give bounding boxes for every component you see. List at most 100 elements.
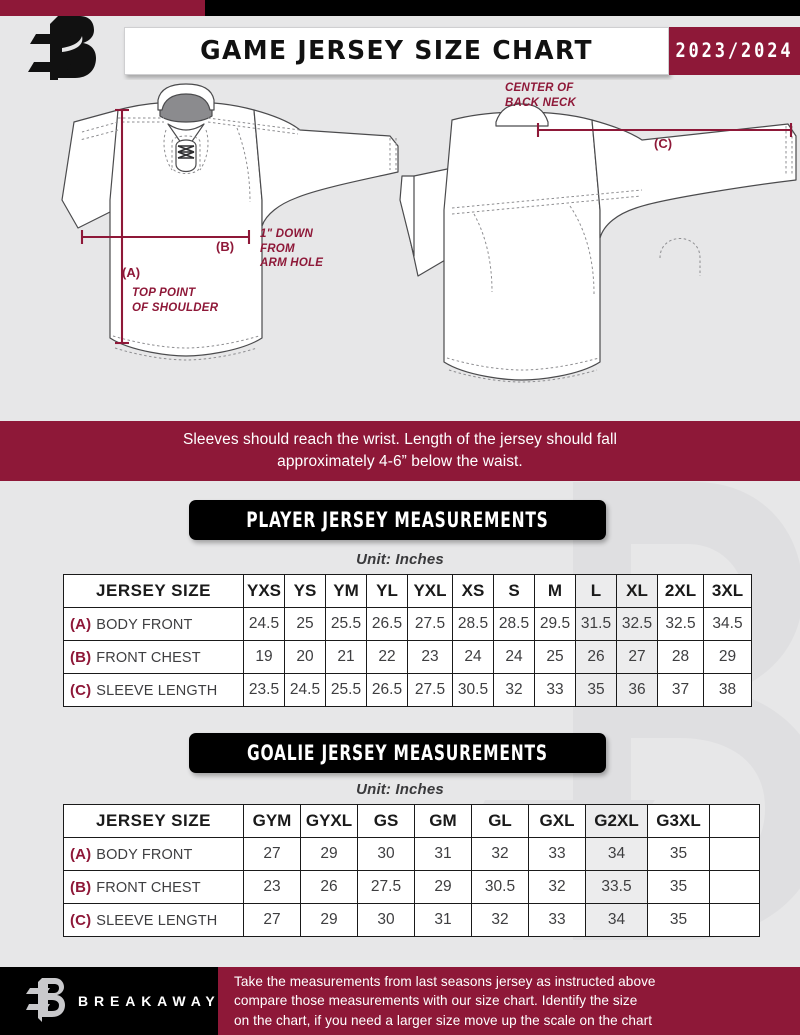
player-section-heading: PLAYER JERSEY MEASUREMENTS xyxy=(189,500,606,540)
table-row: (B) FRONT CHEST 19 20 21 22 23 24 24 25 26 27 28 29 xyxy=(63,640,752,674)
row-tag: (C) xyxy=(70,911,92,929)
note-top-point-of-shoulder: TOP POINT OF SHOULDER xyxy=(132,287,219,314)
goalie-section-heading-label: GOALIE JERSEY MEASUREMENTS xyxy=(247,741,548,765)
measurement-cell: 33 xyxy=(528,903,586,937)
measurement-cell: 28.5 xyxy=(493,607,535,641)
footer-line-1: Take the measurements from last seasons … xyxy=(234,974,656,990)
measurement-cell: 27.5 xyxy=(407,607,453,641)
measurement-cell: 23 xyxy=(243,870,301,904)
measurement-cell: 27.5 xyxy=(357,870,415,904)
measurement-cell: 26.5 xyxy=(366,673,408,707)
measurement-cell: 29 xyxy=(300,837,358,871)
measurement-cell: 33 xyxy=(528,837,586,871)
table-header-row: JERSEY SIZE YXS YS YM YL YXL XS S M L XL 2XL 3XL xyxy=(63,574,752,608)
row-header-sleeve-length: (C) SLEEVE LENGTH xyxy=(63,673,244,707)
page-header: GAME JERSEY SIZE CHART 2023/2024 xyxy=(0,16,800,90)
page-title: GAME JERSEY SIZE CHART xyxy=(200,36,593,66)
measurement-cell: 35 xyxy=(647,870,710,904)
column-header-jersey-size: JERSEY SIZE xyxy=(63,804,244,838)
footer-line-2: compare those measurements with our size… xyxy=(234,993,638,1009)
measurement-cell: 27 xyxy=(243,903,301,937)
instruction-line-1: Sleeves should reach the wrist. Length o… xyxy=(182,430,618,448)
measurement-cell: 37 xyxy=(657,673,704,707)
measurement-cell: 30 xyxy=(357,837,415,871)
measurement-cell: 34 xyxy=(585,903,648,937)
column-header-gs: GS xyxy=(357,804,415,838)
goalie-measurements-table-wrap: JERSEY SIZE GYM GYXL GS GM GL GXL G2XL G3XL (A) BO… xyxy=(63,804,760,937)
measurement-cell: 22 xyxy=(366,640,408,674)
measurement-cell: 26 xyxy=(575,640,617,674)
measurement-cell: 32 xyxy=(471,903,529,937)
measurement-cell: 31.5 xyxy=(575,607,617,641)
measurement-cell: 26 xyxy=(300,870,358,904)
measurement-cell: 34.5 xyxy=(703,607,752,641)
season-label: 2023/2024 xyxy=(675,39,794,63)
row-tag: (B) xyxy=(70,878,92,896)
breakaway-b-logo-icon xyxy=(28,12,100,90)
column-header-3xl: 3XL xyxy=(703,574,752,608)
measurement-cell: 31 xyxy=(414,837,472,871)
row-header-front-chest: (B) FRONT CHEST xyxy=(63,640,244,674)
footer-brand-block: BREAKAWAY xyxy=(0,967,218,1035)
measurement-cell: 27 xyxy=(616,640,658,674)
measurement-cell: 29 xyxy=(300,903,358,937)
measurement-cell: 19 xyxy=(243,640,285,674)
top-accent-bar-black xyxy=(0,0,800,16)
measurement-cell: 29.5 xyxy=(534,607,576,641)
column-header-xs: XS xyxy=(452,574,494,608)
player-measurements-table: JERSEY SIZE YXS YS YM YL YXL XS S M L XL 2XL 3XL (A) B… xyxy=(63,574,752,707)
table-row: (B) FRONT CHEST 23 26 27.5 29 30.5 32 33.5 35 xyxy=(63,870,760,904)
column-header-gxl: GXL xyxy=(528,804,586,838)
measurement-cell: 29 xyxy=(414,870,472,904)
table-row: (C) SLEEVE LENGTH 27 29 30 31 32 33 34 35 xyxy=(63,903,760,937)
column-header-yl: YL xyxy=(366,574,408,608)
measurement-cell: 35 xyxy=(647,837,710,871)
measurement-cell: 25.5 xyxy=(325,607,367,641)
instruction-banner: Sleeves should reach the wrist. Length o… xyxy=(0,421,800,481)
measurement-cell: 30.5 xyxy=(452,673,494,707)
measurement-cell: 23 xyxy=(407,640,453,674)
measurement-cell: 28.5 xyxy=(452,607,494,641)
measurement-cell: 24.5 xyxy=(284,673,326,707)
measurement-cell: 32.5 xyxy=(616,607,658,641)
column-header-gm: GM xyxy=(414,804,472,838)
measurement-cell: 30.5 xyxy=(471,870,529,904)
note-center-of-back-neck: CENTER OF BACK NECK xyxy=(505,82,577,109)
row-tag: (C) xyxy=(70,681,92,699)
column-header-g2xl: G2XL xyxy=(585,804,648,838)
measurement-cell: 32.5 xyxy=(657,607,704,641)
measurement-cell xyxy=(709,837,760,871)
measurement-cell: 28 xyxy=(657,640,704,674)
column-header-yxl: YXL xyxy=(407,574,453,608)
page-title-plate: GAME JERSEY SIZE CHART xyxy=(124,27,669,75)
row-tag: (A) xyxy=(70,845,92,863)
measurement-cell: 35 xyxy=(647,903,710,937)
measurement-cell: 25 xyxy=(284,607,326,641)
footer-brand-label: BREAKAWAY xyxy=(78,993,221,1009)
player-unit-label: Unit: Inches xyxy=(356,551,444,568)
row-header-body-front: (A) BODY FRONT xyxy=(63,607,244,641)
jersey-illustration-area: (A) (B) (C) TOP POINT OF SHOULDER 1" DOW… xyxy=(0,80,800,418)
measurement-cell: 33 xyxy=(534,673,576,707)
measurement-cell: 34 xyxy=(585,837,648,871)
measurement-cell: 29 xyxy=(703,640,752,674)
player-section-heading-label: PLAYER JERSEY MEASUREMENTS xyxy=(246,508,549,532)
column-header-2xl: 2XL xyxy=(657,574,704,608)
measurement-cell xyxy=(709,903,760,937)
breakaway-b-logo-icon xyxy=(26,976,66,1027)
jersey-technical-drawings xyxy=(61,83,797,383)
goalie-unit-label: Unit: Inches xyxy=(356,781,444,798)
measurement-cell: 33.5 xyxy=(585,870,648,904)
footer-line-3: on the chart, if you need a larger size … xyxy=(234,1012,653,1028)
measurement-cell: 31 xyxy=(414,903,472,937)
top-accent-bar-maroon xyxy=(0,0,205,16)
table-row: (A) BODY FRONT 27 29 30 31 32 33 34 35 xyxy=(63,837,760,871)
column-header-g3xl: G3XL xyxy=(647,804,710,838)
measurement-cell: 26.5 xyxy=(366,607,408,641)
table-header-row: JERSEY SIZE GYM GYXL GS GM GL GXL G2XL G3XL xyxy=(63,804,760,838)
row-tag: (A) xyxy=(70,615,92,633)
measurement-cell: 20 xyxy=(284,640,326,674)
column-header-empty xyxy=(709,804,760,838)
row-header-sleeve-length: (C) SLEEVE LENGTH xyxy=(63,903,244,937)
column-header-gl: GL xyxy=(471,804,529,838)
